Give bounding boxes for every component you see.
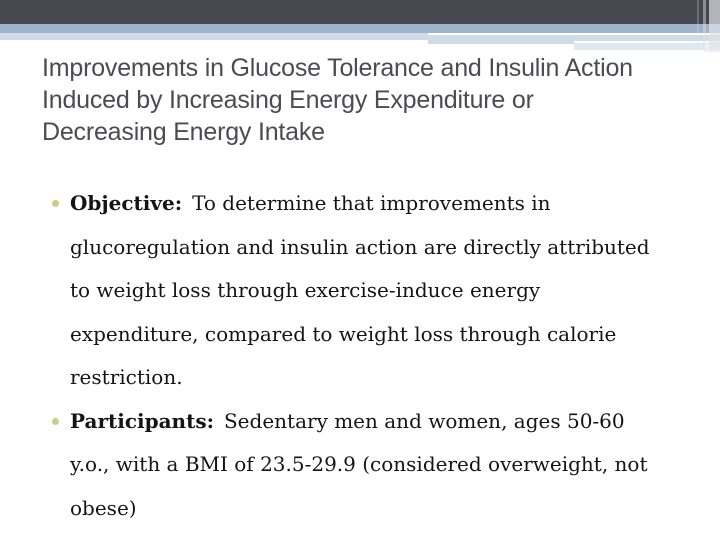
bullet-list: Objective: To determine that improvements… — [42, 182, 706, 530]
header-right-band-2 — [574, 41, 720, 50]
header-steel-blue-band — [0, 24, 720, 33]
bullet-item-participants: Participants: Sedentary men and women, ag… — [42, 400, 706, 531]
bullet-dot-icon — [52, 417, 59, 425]
header-accent-stripe-2 — [703, 0, 706, 50]
bullet-label: Participants: — [70, 408, 214, 433]
bullet-label: Objective: — [70, 191, 183, 215]
slide-header-decoration — [0, 0, 720, 54]
header-right-band-1 — [428, 33, 720, 44]
header-accent-stripe-1 — [697, 0, 699, 50]
header-dark-bar — [0, 0, 720, 24]
bullet-text: Sedentary men and women, ages 50-60 y.o.… — [70, 408, 648, 520]
header-accent-stripe-3 — [709, 0, 720, 50]
bullet-item-objective: Objective: To determine that improvements… — [42, 182, 706, 400]
bullet-text: To determine that improvements in glucor… — [70, 191, 650, 389]
bullet-dot-icon — [52, 200, 59, 207]
slide-title: Improvements in Glucose Tolerance and In… — [42, 54, 633, 146]
header-pale-blue-band — [0, 33, 720, 40]
